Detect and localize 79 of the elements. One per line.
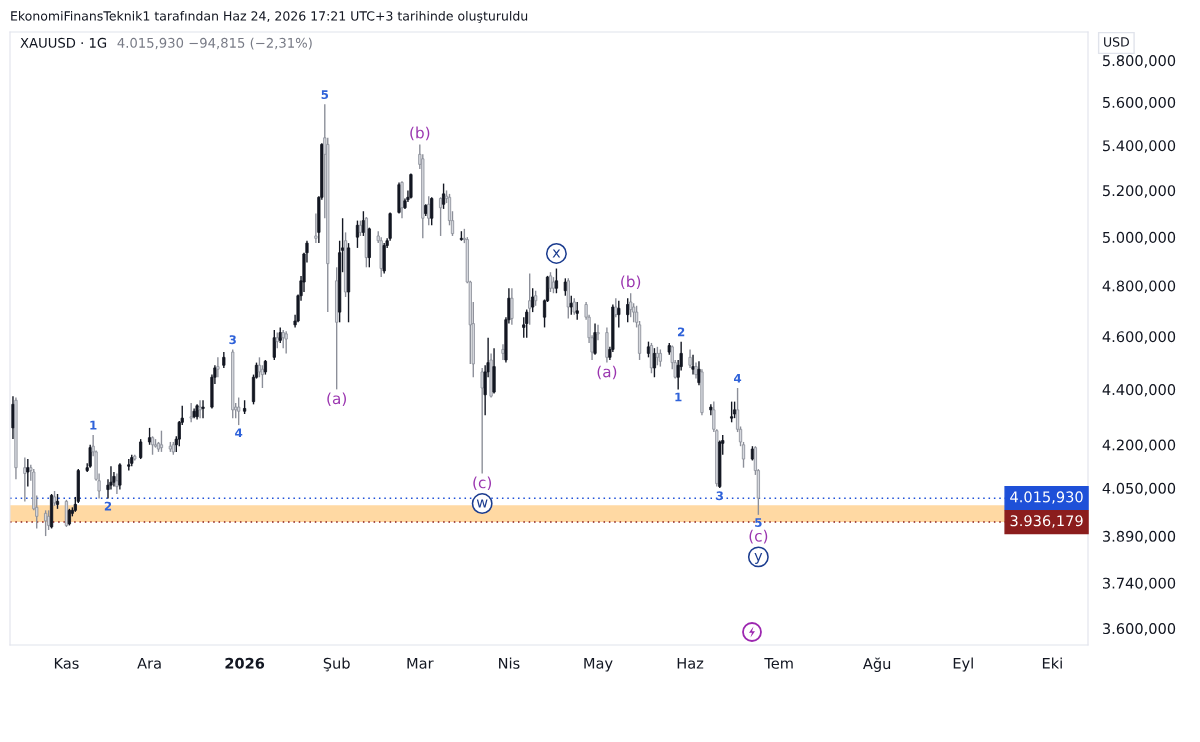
x-tick-label: Mar xyxy=(407,657,434,669)
candlestick xyxy=(525,308,529,339)
annotation: 3 xyxy=(229,335,236,345)
candlestick xyxy=(652,347,657,378)
annotation: (a) xyxy=(597,365,617,380)
candlestick xyxy=(314,212,318,244)
annotation: y xyxy=(754,552,763,564)
annotation: 4 xyxy=(734,373,742,383)
annotation: 5 xyxy=(755,518,762,527)
ref-line-label: 4.015,930 xyxy=(1010,491,1083,504)
x-tick-label: Şub xyxy=(323,657,350,672)
y-tick-label: 3.890,000 xyxy=(1103,530,1176,544)
annotation: (b) xyxy=(410,126,430,141)
candlestick xyxy=(626,297,630,323)
y-tick-label: 4.200,000 xyxy=(1102,439,1176,453)
annotation: x xyxy=(552,249,561,258)
candlestick xyxy=(629,292,633,318)
y-tick-label: 3.600,000 xyxy=(1103,623,1176,636)
x-tick-label: Ağu xyxy=(863,657,891,672)
y-tick-label: 5.000,000 xyxy=(1103,231,1176,245)
y-tick-label: 4.800,000 xyxy=(1102,280,1176,293)
annotation: (c) xyxy=(749,529,768,544)
annotation: 5 xyxy=(321,90,329,100)
y-tick-label: 5.600,000 xyxy=(1103,96,1176,110)
candlestick xyxy=(11,395,15,440)
x-tick-label: Haz xyxy=(677,657,704,669)
y-tick-label: 4.400,000 xyxy=(1102,384,1176,397)
x-tick-label: May xyxy=(584,657,613,672)
x-tick-label: Eki xyxy=(1042,657,1062,669)
candlestick xyxy=(23,456,27,503)
y-tick-label: 5.400,000 xyxy=(1103,140,1176,153)
candlestick xyxy=(480,367,484,475)
candlestick xyxy=(216,356,220,378)
x-tick-label: Eyl xyxy=(953,657,973,672)
candlestick xyxy=(118,462,122,491)
candlestick xyxy=(614,297,618,318)
y-axis-title: USD xyxy=(1104,37,1129,47)
chart-title: XAUUSD · 1G xyxy=(20,37,107,48)
y-tick-label: 5.200,000 xyxy=(1103,185,1176,198)
candlestick xyxy=(593,322,597,356)
annotation: (c) xyxy=(473,476,492,491)
annotation: 4 xyxy=(235,428,243,438)
candlestick xyxy=(528,272,532,326)
chart-subtitle: 4.015,930 −94,815 (−2,31%) xyxy=(117,37,312,50)
candlestick xyxy=(409,172,413,200)
candlestick xyxy=(44,509,48,537)
annotation: 3 xyxy=(716,491,723,501)
y-tick-label: 3.740,000 xyxy=(1103,577,1176,591)
x-tick-label: Kas xyxy=(54,657,79,669)
annotation: 2 xyxy=(677,327,685,337)
candlestick xyxy=(596,324,600,342)
y-tick-label: 5.800,000 xyxy=(1103,55,1176,68)
candlestick xyxy=(284,330,288,355)
candlestick xyxy=(510,287,514,326)
text: EkonomiFinansTeknik1 tarafından Haz 24, 2026 17:21 UTC+3 tarihinde oluşturuldu xyxy=(11,10,528,23)
candlestick xyxy=(655,346,659,366)
x-tick-label: Nis xyxy=(499,657,520,669)
ref-line-label: 3.936,179 xyxy=(1010,515,1083,528)
annotation: 2 xyxy=(104,501,112,511)
x-tick-label: Tem xyxy=(764,657,793,669)
annotation: 1 xyxy=(675,392,682,402)
candlestick xyxy=(281,329,285,349)
candlestick xyxy=(617,300,621,329)
annotation: 1 xyxy=(90,420,97,430)
x-tick-label: Ara xyxy=(137,657,161,669)
candlestick xyxy=(430,196,434,226)
annotation: w xyxy=(476,499,488,508)
candlestick xyxy=(501,343,505,361)
candlestick xyxy=(88,444,92,469)
y-tick-label: 4.050,000 xyxy=(1102,482,1176,496)
annotation: (a) xyxy=(327,392,346,406)
y-tick-label: 4.600,000 xyxy=(1102,331,1176,344)
annotation: (b) xyxy=(621,275,641,290)
candlestick xyxy=(439,196,443,237)
candlestick xyxy=(139,438,143,460)
candlestick xyxy=(688,348,692,369)
candlestick xyxy=(201,399,205,419)
x-tick-label: 2026 xyxy=(225,657,265,669)
candlestick xyxy=(691,354,695,376)
